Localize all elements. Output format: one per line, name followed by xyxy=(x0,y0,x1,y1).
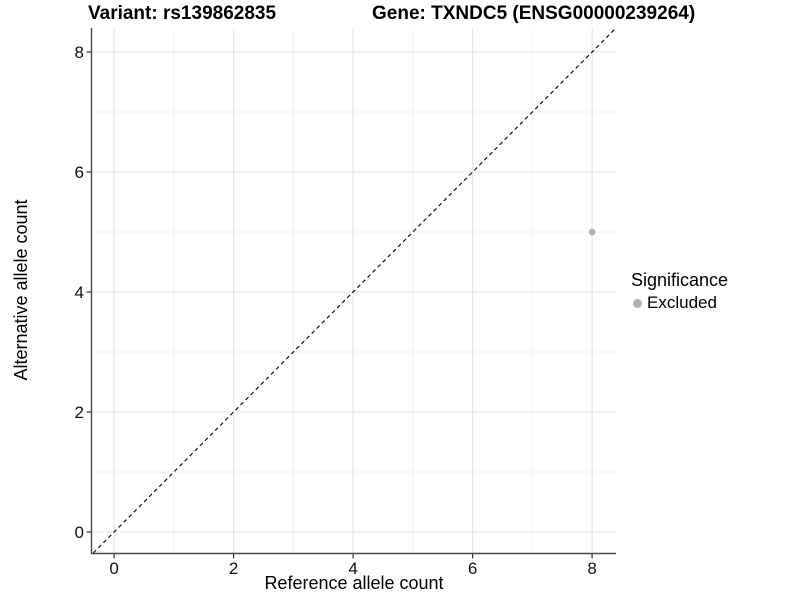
x-tick-label: 4 xyxy=(348,559,357,578)
x-tick-label: 2 xyxy=(229,559,238,578)
legend: Significance Excluded xyxy=(629,270,728,313)
variant-title: Variant: rs139862835 xyxy=(88,3,277,24)
y-tick-label: 6 xyxy=(75,163,84,182)
legend-title: Significance xyxy=(631,270,729,290)
x-tick-label: 6 xyxy=(468,559,477,578)
y-axis-title: Alternative allele count xyxy=(11,199,31,381)
y-tick-label: 4 xyxy=(75,283,84,302)
gene-title: Gene: TXNDC5 (ENSG00000239264) xyxy=(372,3,696,24)
excluded-point-icon xyxy=(633,298,642,308)
x-tick-label: 8 xyxy=(587,559,596,578)
legend-item-label: Excluded xyxy=(647,293,717,312)
legend-item-excluded: Excluded xyxy=(629,293,728,313)
x-axis-title: Reference allele count xyxy=(264,573,444,593)
y-tick-label: 0 xyxy=(75,523,84,542)
x-tick-label: 0 xyxy=(109,559,118,578)
y-tick-label: 2 xyxy=(75,403,84,422)
data-point xyxy=(588,228,596,236)
y-tick-label: 8 xyxy=(75,43,84,62)
identity-line xyxy=(92,27,617,554)
